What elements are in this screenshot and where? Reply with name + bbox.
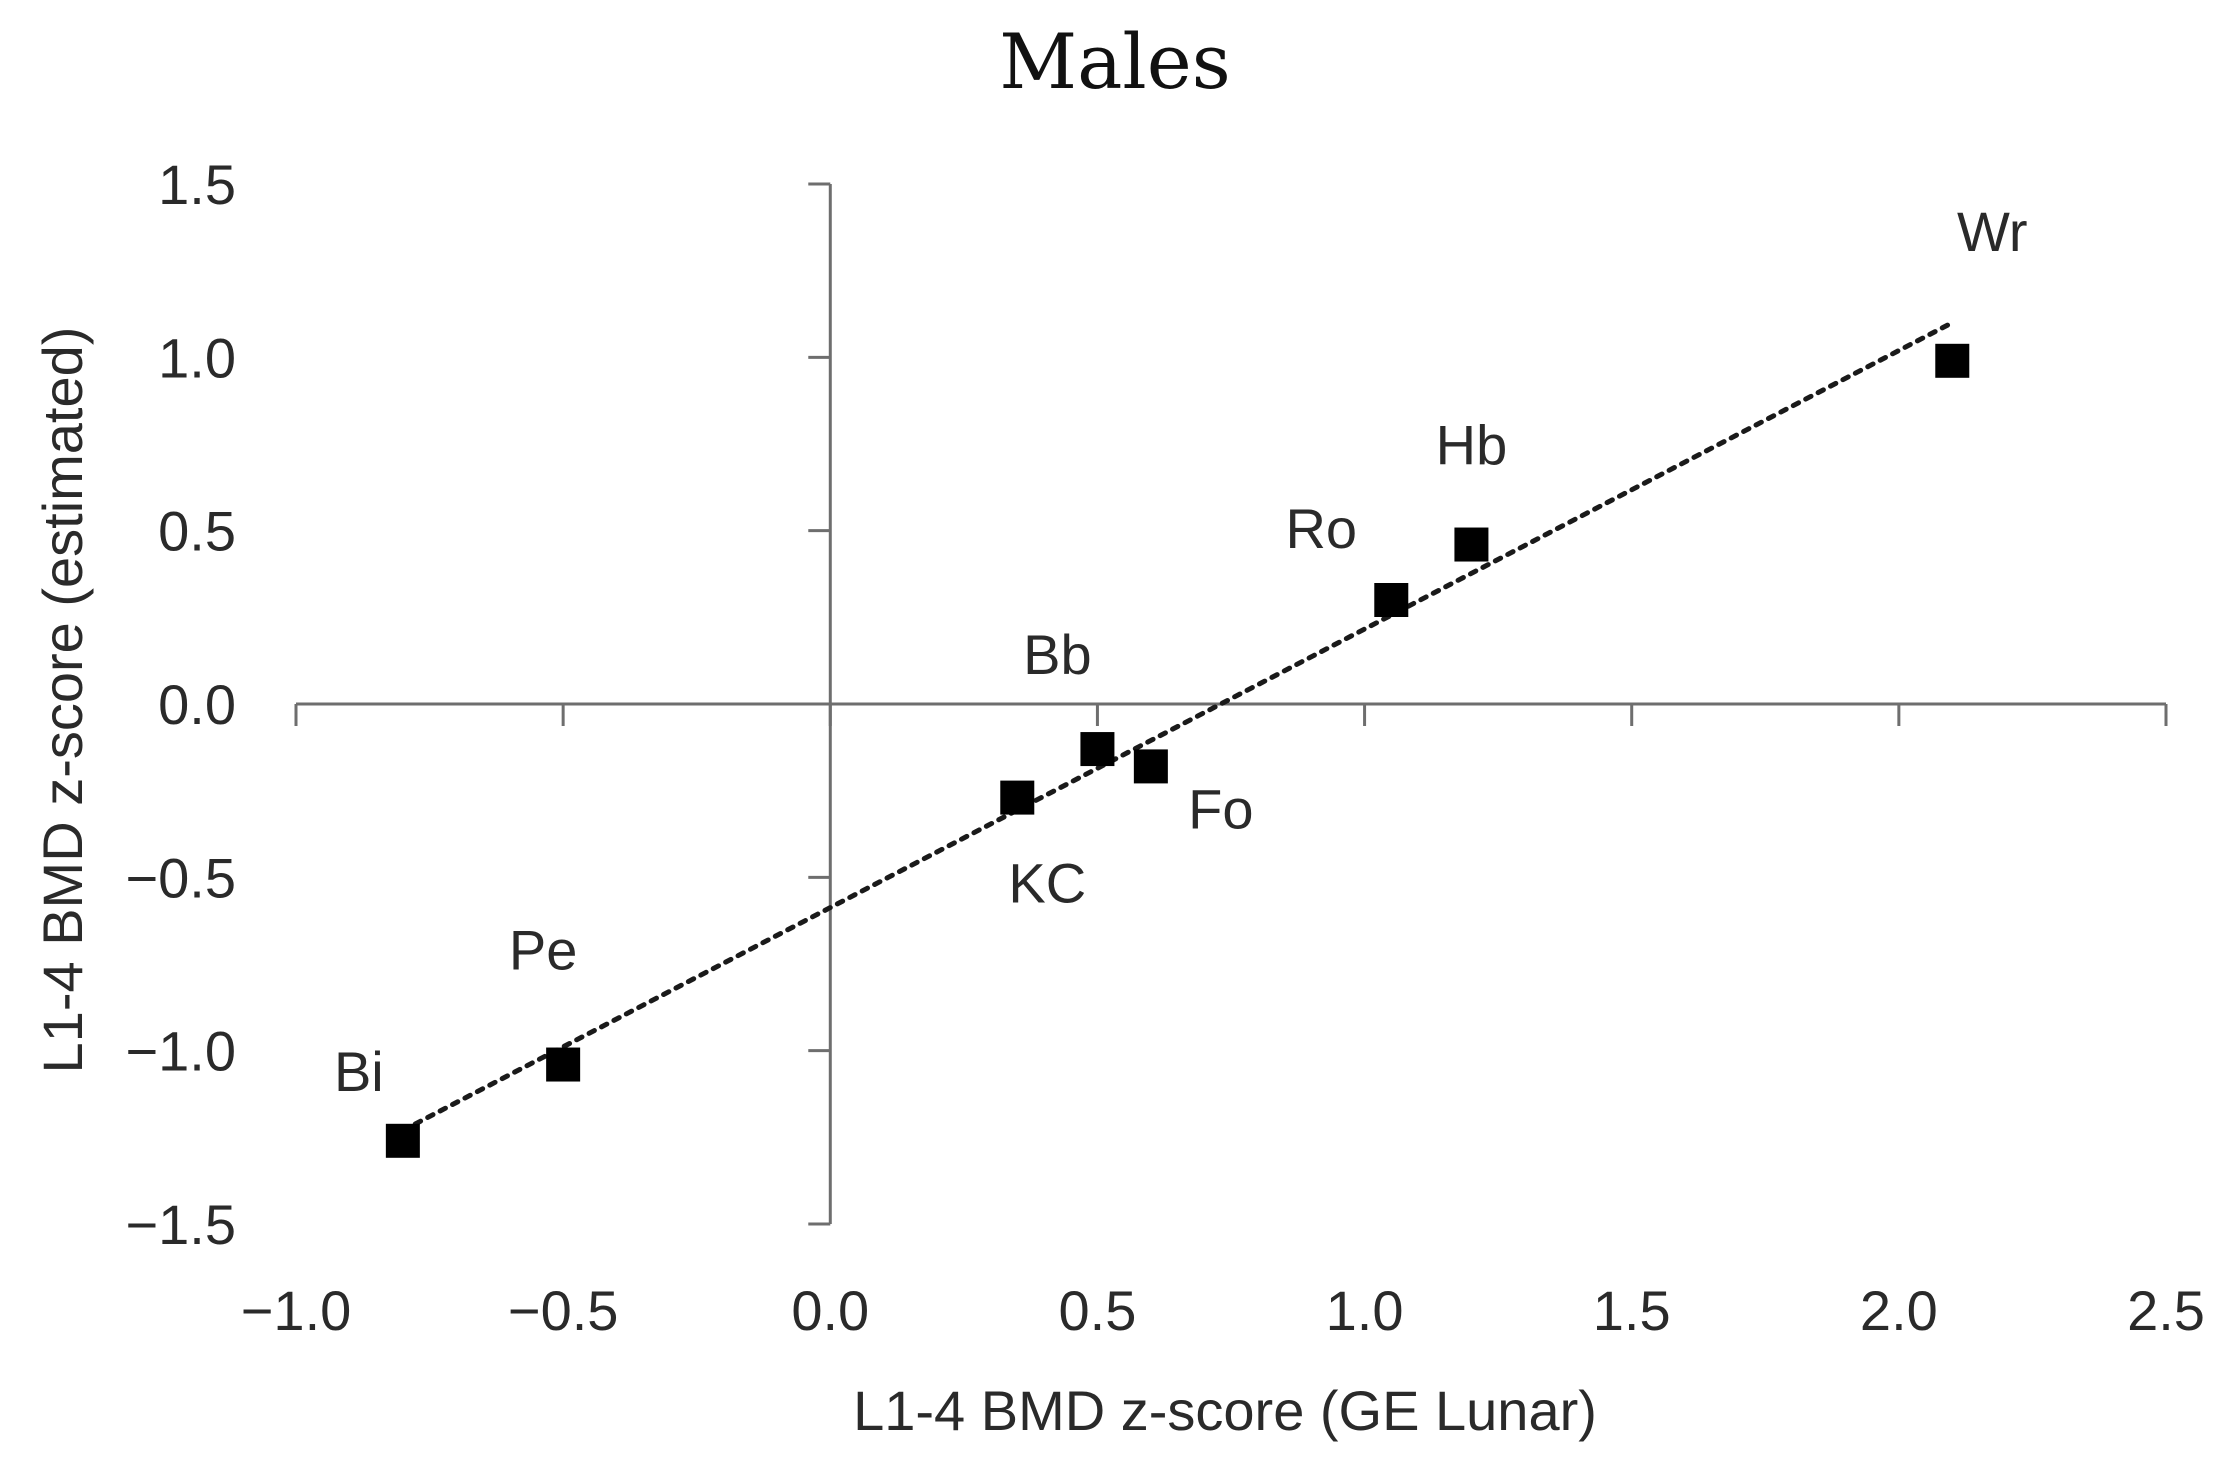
x-tick-label: 2.0 (1860, 1279, 1938, 1342)
axes: −1.0 −0.5 0.0 0.5 1.0 1.5 2.0 2.5−1.5−1.0−0.50.… (125, 153, 2204, 1342)
x-axis-title: L1-4 BMD z-score (GE Lunar) (853, 1379, 1597, 1442)
data-point-label: Ro (1285, 497, 1357, 560)
x-tick-label: 0.5 (1058, 1279, 1136, 1342)
x-tick-label: 1.0 (1326, 1279, 1404, 1342)
data-point-pe (546, 1047, 581, 1082)
y-axis-title: L1-4 BMD z-score (estimated) (31, 327, 94, 1074)
data-point-bb (1080, 732, 1115, 767)
trendline-layer (400, 320, 1955, 1133)
data-point-label: Hb (1436, 414, 1508, 477)
data-point-label: KC (1008, 852, 1086, 915)
data-point-label: Bb (1023, 623, 1092, 686)
x-tick-label: 1.5 (1593, 1279, 1671, 1342)
y-tick-label: 0.5 (158, 500, 236, 563)
data-point-wr (1935, 343, 1970, 378)
data-point-bi (385, 1123, 420, 1158)
y-tick-label: 0.0 (158, 673, 236, 736)
data-point-fo (1133, 749, 1168, 784)
data-point-label: Wr (1957, 200, 2028, 263)
y-tick-label: 1.5 (158, 153, 236, 216)
y-tick-label: −1.0 (125, 1020, 236, 1083)
trendline (400, 320, 1955, 1133)
x-tick-label: 2.5 (2127, 1279, 2205, 1342)
x-tick-label: −1.0 (241, 1279, 352, 1342)
x-tick-label: −0.5 (508, 1279, 619, 1342)
data-point-hb (1454, 527, 1489, 562)
data-point-kc (1000, 780, 1035, 815)
x-tick-label: 0.0 (791, 1279, 869, 1342)
data-point-label: Pe (509, 919, 578, 982)
y-tick-label: 1.0 (158, 326, 236, 389)
points-layer: Bi Pe KC Bb Fo Ro Hb Wr (334, 200, 2028, 1158)
data-point-label: Bi (334, 1040, 384, 1103)
data-point-label: Fo (1188, 777, 1253, 840)
chart-title: Males (999, 17, 1230, 106)
y-tick-label: −0.5 (125, 846, 236, 909)
y-tick-label: −1.5 (125, 1193, 236, 1256)
data-point-ro (1374, 583, 1409, 617)
